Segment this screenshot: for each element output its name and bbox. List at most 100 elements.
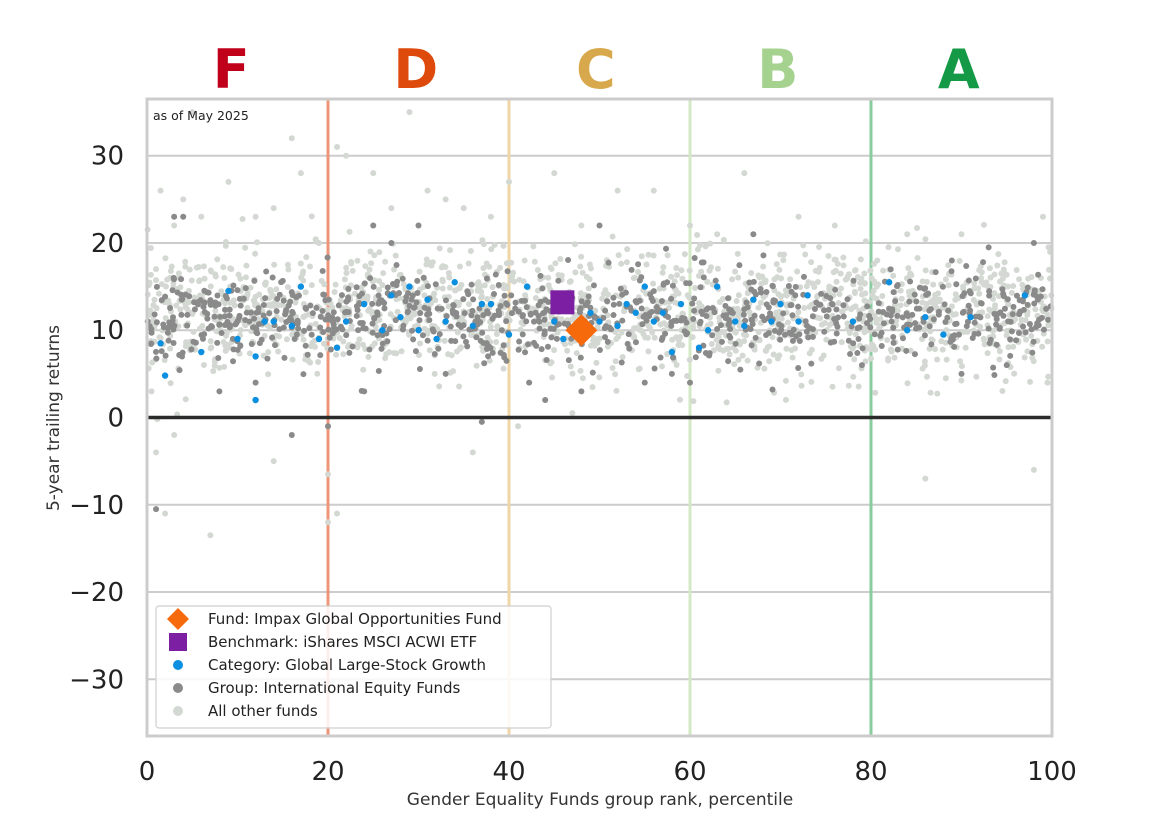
legend-marker-fund: [167, 608, 189, 630]
data-point: [503, 283, 510, 290]
data-point: [670, 354, 677, 361]
data-point: [816, 244, 823, 251]
data-point: [269, 274, 276, 281]
data-point: [297, 170, 304, 177]
data-point: [483, 275, 490, 282]
data-point: [1030, 466, 1037, 473]
data-point: [1022, 329, 1029, 336]
legend-marker-benchmark: [169, 633, 187, 651]
data-point: [487, 324, 494, 331]
data-point: [608, 326, 615, 333]
data-point: [596, 374, 603, 381]
data-point: [999, 275, 1006, 282]
data-point: [378, 345, 385, 352]
data-point: [153, 277, 160, 284]
data-point: [262, 295, 269, 302]
data-point: [769, 386, 776, 393]
data-point: [388, 205, 395, 212]
data-point: [153, 266, 160, 273]
data-point: [890, 324, 897, 331]
data-point: [826, 285, 833, 292]
data-point: [875, 281, 882, 288]
data-point: [706, 267, 713, 274]
data-point: [804, 292, 811, 299]
data-point: [384, 284, 391, 291]
data-point: [945, 262, 952, 269]
data-point: [317, 352, 324, 359]
data-point: [976, 290, 983, 297]
data-point: [873, 319, 880, 326]
legend-box: [155, 605, 552, 729]
data-point: [370, 283, 377, 290]
data-point: [1045, 373, 1052, 380]
data-point: [850, 340, 857, 347]
data-point: [804, 322, 811, 329]
grade-label-a: A: [938, 38, 980, 101]
data-point: [453, 313, 460, 320]
data-point: [244, 290, 251, 297]
data-point: [780, 310, 787, 317]
data-point: [354, 344, 361, 351]
data-point: [216, 364, 223, 371]
data-points: [144, 109, 1055, 539]
data-point: [250, 324, 257, 331]
data-point: [803, 328, 810, 335]
data-point: [292, 299, 299, 306]
data-point: [964, 318, 971, 325]
data-point: [329, 314, 336, 321]
data-point: [899, 314, 906, 321]
data-point: [609, 365, 616, 372]
data-point: [642, 312, 649, 319]
data-point: [397, 313, 404, 321]
data-point: [1032, 306, 1039, 313]
data-point: [222, 239, 229, 246]
data-point: [540, 310, 547, 317]
data-point: [674, 272, 681, 279]
data-point: [1045, 322, 1052, 329]
data-point: [180, 213, 187, 220]
data-point: [209, 323, 216, 330]
data-point: [800, 273, 807, 280]
data-point: [230, 358, 237, 365]
data-point: [285, 266, 292, 273]
data-point: [335, 302, 342, 309]
data-point: [884, 336, 891, 343]
data-point: [300, 371, 307, 378]
data-point: [569, 410, 576, 417]
data-point: [793, 333, 800, 340]
data-point: [1003, 332, 1010, 339]
data-point: [255, 305, 262, 312]
data-point: [986, 292, 993, 299]
data-point: [218, 329, 225, 336]
data-point: [638, 253, 645, 260]
data-point: [248, 341, 255, 348]
data-point: [569, 370, 576, 377]
data-point: [1030, 239, 1037, 246]
data-point: [404, 309, 411, 316]
data-point: [775, 291, 782, 298]
data-point: [936, 298, 943, 305]
data-point: [690, 398, 697, 405]
data-point: [360, 325, 367, 332]
data-point: [798, 382, 805, 389]
data-point: [625, 331, 632, 338]
data-point: [1024, 311, 1031, 318]
data-point: [796, 338, 803, 345]
data-point: [805, 279, 812, 286]
data-point: [343, 152, 350, 159]
data-point: [221, 313, 228, 320]
data-point: [399, 275, 406, 282]
data-point: [994, 262, 1001, 269]
data-point: [270, 318, 277, 325]
data-point: [436, 331, 443, 338]
data-point: [750, 278, 757, 285]
data-point: [384, 338, 391, 345]
x-tick-label: 60: [673, 757, 706, 787]
data-point: [1001, 259, 1008, 266]
data-point: [838, 339, 845, 346]
data-point: [541, 321, 548, 328]
data-point: [795, 364, 802, 371]
data-point: [762, 347, 769, 354]
data-point: [475, 279, 482, 286]
data-point: [596, 318, 603, 325]
